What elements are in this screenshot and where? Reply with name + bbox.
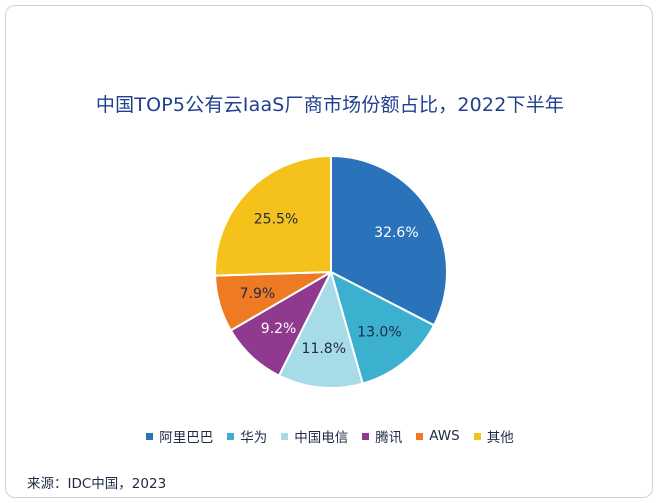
- legend-swatch-0: [146, 432, 154, 440]
- pie-slice-5: [214, 155, 332, 277]
- legend-swatch-3: [362, 432, 370, 440]
- pie-label-4: 7.9%: [240, 286, 276, 302]
- chart-legend: 阿里巴巴 华为 中国电信 腾讯 AWS 其他: [0, 426, 660, 446]
- pie-slice-2: [277, 271, 364, 389]
- legend-item-0: 阿里巴巴: [146, 426, 213, 446]
- legend-label-1: 华为: [240, 430, 268, 446]
- legend-swatch-4: [416, 432, 424, 440]
- pie-label-0: 32.6%: [374, 225, 418, 241]
- legend-item-4: AWS: [416, 428, 460, 444]
- legend-label-0: 阿里巴巴: [159, 430, 214, 446]
- legend-item-5: 其他: [473, 426, 514, 446]
- pie-label-5: 25.5%: [254, 212, 298, 228]
- legend-label-3: 腾讯: [375, 430, 403, 446]
- source-note: 来源：IDC中国，2023: [27, 476, 167, 492]
- chart-title: 中国TOP5公有云IaaS厂商市场份额占比，2022下半年: [95, 94, 565, 116]
- legend-swatch-2: [281, 432, 289, 440]
- legend-item-2: 中国电信: [281, 426, 348, 446]
- legend-swatch-5: [473, 432, 481, 440]
- pie-label-3: 9.2%: [261, 321, 297, 337]
- pie-label-2: 11.8%: [302, 341, 346, 357]
- legend-item-3: 腾讯: [362, 426, 402, 446]
- pie-slice-1: [330, 271, 436, 385]
- legend-label-4: AWS: [429, 428, 460, 444]
- legend-label-2: 中国电信: [294, 430, 349, 446]
- legend-item-1: 华为: [227, 426, 267, 446]
- legend-swatch-1: [227, 432, 235, 440]
- pie-label-1: 13.0%: [357, 324, 401, 340]
- pie-slice-0: [330, 155, 448, 327]
- legend-label-5: 其他: [486, 430, 514, 446]
